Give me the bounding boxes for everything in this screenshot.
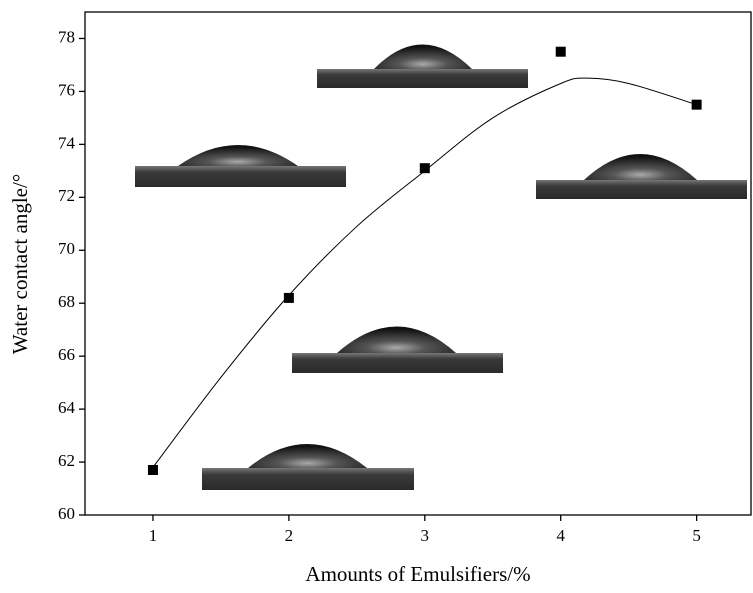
data-point [284,293,294,303]
data-point [148,465,158,475]
y-tick-label: 70 [58,239,75,258]
data-point [420,163,430,173]
x-tick-label: 3 [421,526,430,545]
y-tick-label: 76 [58,80,75,99]
y-tick-label: 72 [58,186,75,205]
droplet-image [317,45,528,89]
y-tick-label: 60 [58,504,75,523]
y-tick-label: 64 [58,398,76,417]
droplet-images [135,45,747,491]
data-point [692,100,702,110]
y-tick-label: 66 [58,345,75,364]
fit-curve [153,78,697,467]
droplet-image [536,154,747,199]
y-tick-label: 78 [58,27,75,46]
data-point [556,47,566,57]
y-tick-label: 68 [58,292,75,311]
y-tick-label: 74 [58,133,76,152]
x-tick-label: 4 [556,526,565,545]
x-tick-label: 5 [692,526,701,545]
droplet-image [202,444,414,490]
y-tick-label: 62 [58,451,75,470]
x-tick-label: 1 [149,526,158,545]
droplet-image [292,327,503,374]
droplet-image [135,145,346,187]
chart: Amounts of Emulsifiers/% Water contact a… [0,0,753,588]
y-axis-label: Water contact angle/° [8,174,32,354]
x-axis-label: Amounts of Emulsifiers/% [305,562,530,586]
x-tick-label: 2 [285,526,294,545]
